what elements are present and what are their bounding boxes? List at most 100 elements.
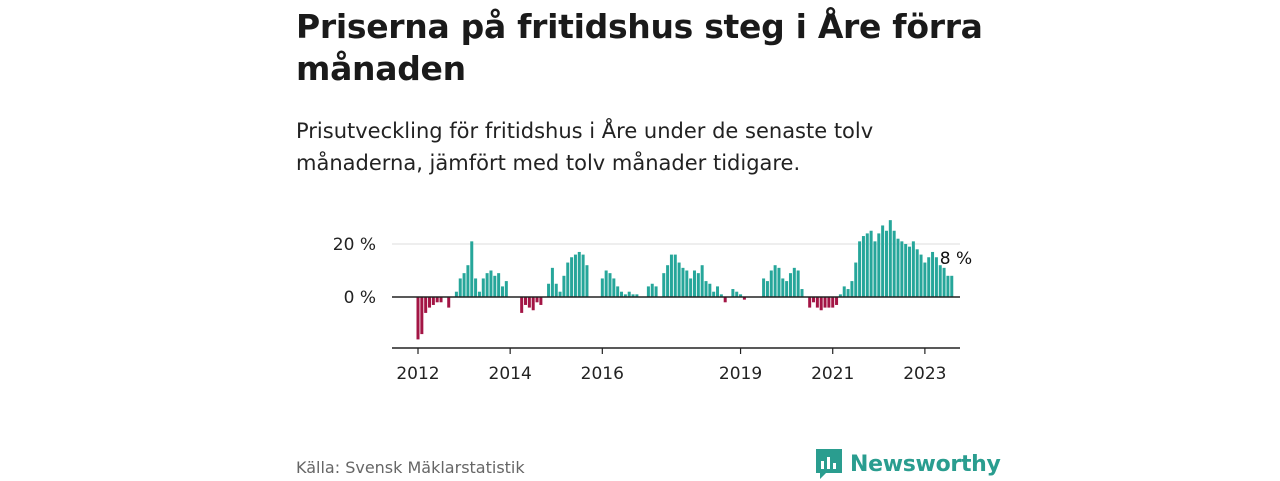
bar bbox=[950, 275, 954, 297]
bar bbox=[604, 270, 608, 297]
bar bbox=[700, 265, 704, 297]
bar bbox=[566, 262, 570, 297]
bar bbox=[723, 297, 727, 303]
bar bbox=[915, 249, 919, 297]
chart-title: Priserna på fritidshus steg i Åre förra … bbox=[296, 7, 983, 88]
newsworthy-logo-icon bbox=[816, 449, 842, 479]
bar bbox=[838, 294, 842, 297]
x-tick-label: 2023 bbox=[903, 364, 946, 384]
bar bbox=[946, 275, 950, 297]
bar bbox=[873, 241, 877, 297]
x-tick-label: 2021 bbox=[811, 364, 854, 384]
brand-name: Newsworthy bbox=[850, 451, 1001, 477]
bar bbox=[439, 297, 443, 303]
bar bbox=[892, 230, 896, 297]
y-tick-label: 0 % bbox=[344, 288, 376, 308]
bar bbox=[600, 278, 604, 297]
bar bbox=[474, 278, 478, 297]
bar bbox=[669, 254, 673, 297]
bar bbox=[735, 291, 739, 297]
bar bbox=[904, 244, 908, 297]
bar bbox=[535, 297, 539, 303]
chart-subtitle: Prisutveckling för fritidshus i Åre unde… bbox=[296, 119, 874, 175]
bar bbox=[808, 297, 812, 308]
bar bbox=[931, 251, 935, 297]
bar bbox=[420, 297, 424, 335]
x-tick-label: 2014 bbox=[489, 364, 532, 384]
bar bbox=[570, 257, 574, 297]
bar bbox=[742, 297, 746, 300]
bar bbox=[497, 273, 501, 297]
bar bbox=[850, 281, 854, 297]
bar bbox=[696, 273, 700, 297]
bar bbox=[911, 241, 915, 297]
bar bbox=[627, 291, 631, 297]
bar bbox=[819, 297, 823, 311]
bar bbox=[861, 236, 865, 297]
bar bbox=[827, 297, 831, 308]
bar bbox=[812, 297, 816, 303]
source-note: Källa: Svensk Mäklarstatistik bbox=[296, 458, 525, 477]
bar bbox=[719, 294, 723, 297]
bar bbox=[547, 283, 551, 297]
bar bbox=[520, 297, 524, 313]
bar bbox=[739, 294, 743, 297]
bar bbox=[900, 241, 904, 297]
bar bbox=[558, 291, 562, 297]
bar bbox=[500, 286, 504, 297]
bar bbox=[777, 267, 781, 297]
bar bbox=[846, 289, 850, 297]
bar bbox=[785, 281, 789, 297]
bar bbox=[677, 262, 681, 297]
bar bbox=[550, 267, 554, 297]
bar bbox=[823, 297, 827, 308]
bar bbox=[877, 233, 881, 297]
bar bbox=[581, 254, 585, 297]
bar bbox=[554, 283, 558, 297]
bar bbox=[934, 257, 938, 297]
bar bbox=[504, 281, 508, 297]
bar bbox=[792, 267, 796, 297]
bar bbox=[896, 238, 900, 297]
bar bbox=[762, 278, 766, 297]
bar bbox=[623, 294, 627, 297]
bar bbox=[927, 257, 931, 297]
bar bbox=[524, 297, 528, 305]
bar bbox=[631, 294, 635, 297]
bar bbox=[466, 265, 470, 297]
bar bbox=[704, 281, 708, 297]
bar bbox=[800, 289, 804, 297]
bar bbox=[681, 267, 685, 297]
bar bbox=[454, 291, 458, 297]
bar bbox=[716, 286, 720, 297]
bar bbox=[585, 265, 589, 297]
bar bbox=[938, 265, 942, 297]
bar bbox=[788, 273, 792, 297]
bar bbox=[539, 297, 543, 305]
bar bbox=[769, 270, 773, 297]
bar bbox=[692, 270, 696, 297]
bar bbox=[620, 291, 624, 297]
bar bbox=[573, 254, 577, 297]
bar bbox=[673, 254, 677, 297]
bar bbox=[424, 297, 428, 313]
bar bbox=[923, 262, 927, 297]
bar bbox=[731, 289, 735, 297]
bar bbox=[435, 297, 439, 303]
bar bbox=[527, 297, 531, 308]
bar bbox=[942, 267, 946, 297]
bar bbox=[662, 273, 666, 297]
bar bbox=[489, 270, 493, 297]
bar bbox=[485, 273, 489, 297]
bar bbox=[708, 283, 712, 297]
bar bbox=[431, 297, 435, 305]
bar bbox=[881, 225, 885, 297]
bar bbox=[831, 297, 835, 308]
bar bbox=[685, 270, 689, 297]
bar bbox=[650, 283, 654, 297]
bar bbox=[689, 278, 693, 297]
x-tick-label: 2016 bbox=[581, 364, 624, 384]
bar bbox=[781, 278, 785, 297]
bar bbox=[481, 278, 485, 297]
